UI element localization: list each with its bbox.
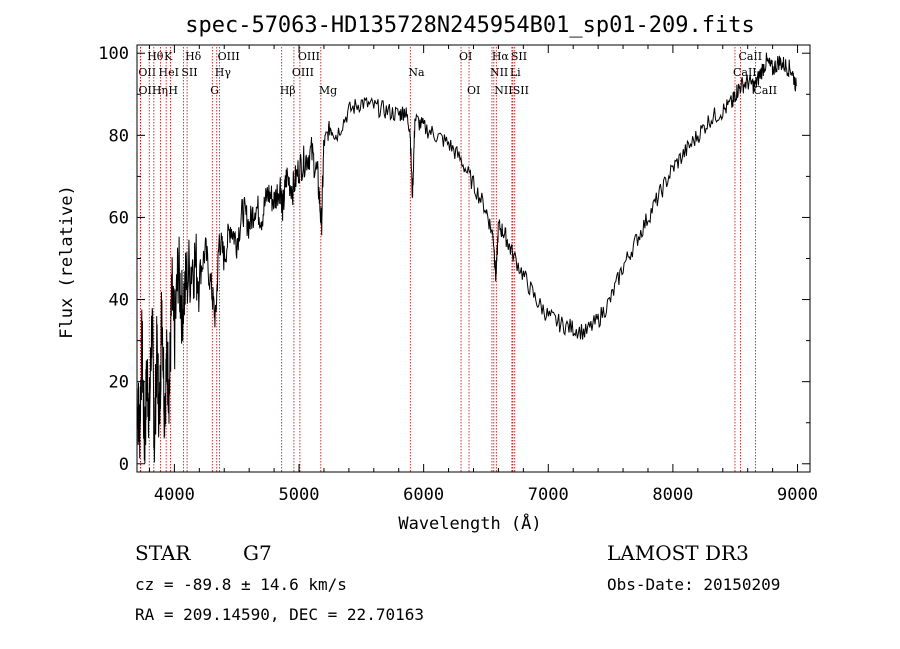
spectral-line-label: Li — [510, 66, 521, 79]
spectral-line-label: Hα — [492, 50, 510, 63]
y-tick-label: 100 — [98, 44, 129, 64]
spectral-line-label: Hη — [152, 84, 168, 97]
spectral-line-label: G — [210, 84, 219, 97]
spectral-line-label: OI — [459, 50, 472, 63]
spectral-line-label: CaII — [733, 66, 757, 79]
x-tick-label: 8000 — [652, 485, 693, 505]
redshift-cz: cz = -89.8 ± 14.6 km/s — [135, 575, 347, 594]
object-class: STAR — [135, 541, 191, 565]
y-axis-label: Flux (relative) — [57, 185, 77, 339]
spectral-line-label: Hδ — [185, 50, 202, 63]
y-tick-label: 20 — [109, 373, 129, 393]
spectral-line-label: Hθ — [147, 50, 164, 63]
x-tick-label: 9000 — [777, 485, 818, 505]
y-tick-label: 40 — [109, 291, 129, 311]
spectral-line-label: OIII — [298, 50, 320, 63]
spectral-line-label: SII — [513, 84, 529, 97]
spectral-line-label: Hβ — [280, 84, 296, 97]
spectral-line-label: OII — [138, 84, 156, 97]
spectral-line-label: HeI — [159, 66, 179, 79]
x-tick-label: 7000 — [528, 485, 569, 505]
y-tick-label: 60 — [109, 208, 129, 228]
coordinates: RA = 209.14590, DEC = 22.70163 — [135, 605, 424, 624]
spectral-line-label: NII — [494, 84, 512, 97]
object-subclass: G7 — [243, 541, 272, 565]
spectrum-line — [136, 52, 797, 464]
spectral-line-label: Hγ — [215, 66, 232, 79]
spectral-line-label: Na — [408, 66, 425, 79]
spectral-line-label: OIII — [292, 66, 314, 79]
spectral-line-label: K — [164, 50, 173, 63]
spectral-line-label: Mg — [319, 84, 337, 97]
spectral-line-label: OII — [138, 66, 156, 79]
spectral-line-label: OI — [467, 84, 480, 97]
survey-name: LAMOST DR3 — [607, 541, 749, 565]
plot-frame — [136, 44, 811, 473]
x-tick-label: 6000 — [403, 485, 444, 505]
spectral-line-label: CaII — [753, 84, 777, 97]
x-tick-label: 5000 — [279, 485, 320, 505]
spectral-line-label: CaII — [738, 50, 762, 63]
observation-date: Obs-Date: 20150209 — [607, 575, 780, 594]
x-axis-label: Wavelength (Å) — [398, 512, 541, 534]
x-axis: 4000 5000 6000 7000 8000 9000 — [148, 45, 818, 505]
spectrum-series — [136, 52, 797, 464]
spectral-line-markers: OIIHθOIIHηHeIKHSIIHδGOIIIHγHβOIIIOIIIMgN… — [138, 47, 777, 472]
spectral-line-label: SII — [181, 66, 197, 79]
y-tick-label: 0 — [119, 455, 129, 475]
spectral-line-label: OIII — [218, 50, 240, 63]
chart-title: spec-57063-HD135728N245954B01_sp01-209.f… — [185, 13, 755, 38]
x-tick-label: 4000 — [154, 485, 195, 505]
y-tick-label: 80 — [109, 126, 129, 146]
spectral-line-label: SII — [511, 50, 527, 63]
spectral-line-label: NII — [490, 66, 508, 79]
spectral-line-label: H — [168, 84, 178, 97]
y-axis: 0 20 40 60 80 100 — [98, 44, 810, 475]
